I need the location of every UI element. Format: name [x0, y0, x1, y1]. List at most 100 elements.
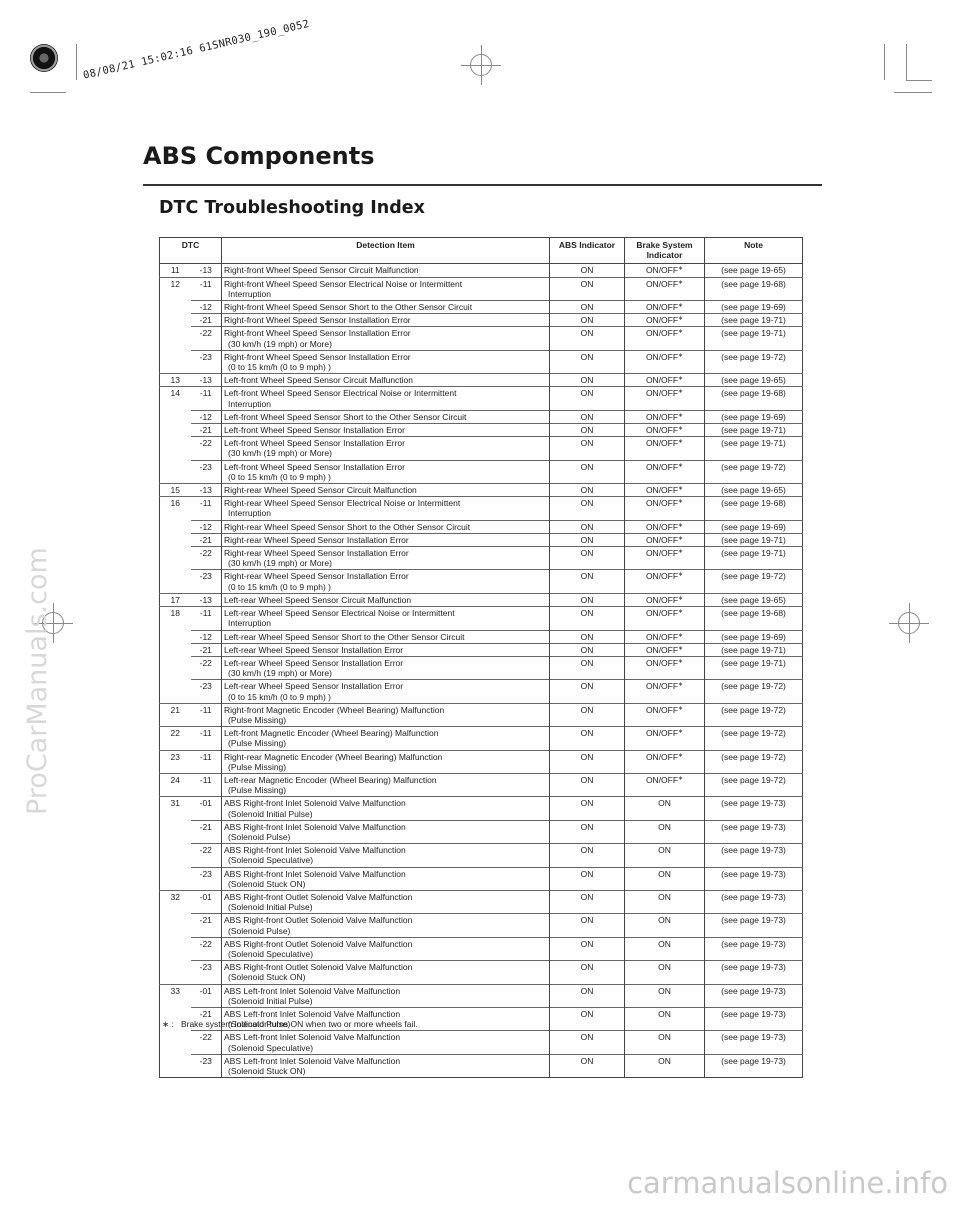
- abs-indicator: ON: [549, 532, 625, 547]
- brake-indicator: ON/OFF∗: [624, 459, 705, 484]
- note-reference: (see page 19-71): [704, 655, 803, 680]
- dtc-subcode: -21: [190, 423, 222, 437]
- brake-indicator: ON: [624, 936, 705, 961]
- abs-indicator: ON: [549, 373, 625, 387]
- dtc-subcode: -21: [190, 532, 222, 547]
- dtc-subcode: -22: [190, 436, 222, 461]
- note-reference: (see page 19-68): [704, 386, 803, 411]
- detection-item-line-2: (0 to 15 km/h (0 to 9 mph) ): [228, 691, 331, 702]
- brake-indicator: ON/OFF∗: [624, 483, 705, 497]
- dtc-code: [160, 547, 191, 570]
- detection-item-line: Right-front Wheel Speed Sensor Installat…: [224, 351, 411, 362]
- abs-indicator: ON: [549, 606, 625, 630]
- abs-indicator: ON: [549, 726, 625, 751]
- detection-item-line: Left-front Wheel Speed Sensor Installati…: [224, 461, 405, 472]
- brake-indicator: ON: [624, 1030, 705, 1055]
- asterisk-icon: ∗: [678, 486, 684, 493]
- detection-item-line-2: (Solenoid Speculative): [228, 948, 314, 959]
- detection-item: ABS Right-front Inlet Solenoid Valve Mal…: [221, 843, 550, 868]
- brake-indicator-value: ON: [658, 798, 671, 809]
- dtc-subcode: -12: [190, 300, 222, 314]
- brake-indicator: ON/OFF∗: [624, 373, 705, 387]
- asterisk-icon: ∗: [678, 329, 684, 336]
- table-row: -21 Left-rear Wheel Speed Sensor Installa…: [160, 642, 803, 657]
- brake-indicator: ON/OFF∗: [624, 655, 705, 680]
- table-row: -22 ABS Left-front Inlet Solenoid Valve M…: [160, 1030, 803, 1055]
- brake-indicator-value: ON/OFF: [645, 375, 679, 386]
- brake-indicator-value: ON: [658, 891, 671, 902]
- detection-item-line-2: (Solenoid Pulse): [228, 831, 291, 842]
- note-reference: (see page 19-68): [704, 276, 803, 301]
- detection-item-line: Left-front Wheel Speed Sensor Short to t…: [224, 411, 467, 422]
- table-row: -22 Right-rear Wheel Speed Sensor Install…: [160, 546, 803, 570]
- note-reference: (see page 19-69): [704, 409, 803, 424]
- detection-item: Left-rear Wheel Speed Sensor Circuit Mal…: [221, 592, 550, 607]
- brake-indicator-value: ON/OFF: [645, 521, 679, 532]
- table-row: -22 ABS Right-front Inlet Solenoid Valve …: [160, 843, 803, 868]
- brake-indicator-value: ON: [658, 938, 671, 949]
- abs-indicator: ON: [549, 592, 625, 607]
- abs-indicator: ON: [549, 409, 625, 424]
- table-row: -23 Right-rear Wheel Speed Sensor Install…: [160, 569, 803, 594]
- detection-item-line: Right-rear Magnetic Encoder (Wheel Beari…: [224, 751, 443, 762]
- detection-item: Right-front Magnetic Encoder (Wheel Bear…: [221, 702, 550, 727]
- dtc-subcode: -11: [190, 772, 222, 797]
- table-row: -12 Right-front Wheel Speed Sensor Short …: [160, 300, 803, 314]
- note-reference: (see page 19-71): [704, 313, 803, 327]
- brake-indicator-value: ON/OFF: [645, 388, 679, 399]
- dtc-code: [160, 437, 191, 460]
- abs-indicator: ON: [549, 843, 625, 868]
- dtc-subcode: -11: [190, 496, 222, 521]
- dtc-subcode: -13: [190, 483, 222, 497]
- detection-item-line: Left-rear Wheel Speed Sensor Short to th…: [224, 631, 465, 642]
- detection-item-line-2: (Solenoid Speculative): [228, 855, 314, 866]
- detection-item: Left-rear Wheel Speed Sensor Electrical …: [221, 606, 550, 630]
- brake-indicator: ON/OFF∗: [624, 772, 705, 797]
- abs-indicator: ON: [549, 569, 625, 594]
- asterisk-icon: ∗: [678, 729, 684, 736]
- dtc-code: [160, 410, 191, 423]
- brake-indicator: ON/OFF∗: [624, 569, 705, 594]
- detection-item: Right-front Wheel Speed Sensor Installat…: [221, 349, 550, 374]
- note-reference: (see page 19-65): [704, 592, 803, 607]
- detection-item-line: Left-rear Wheel Speed Sensor Electrical …: [224, 608, 455, 619]
- detection-item-line: Right-front Wheel Speed Sensor Short to …: [224, 302, 473, 313]
- detection-item-line-2: (Pulse Missing): [228, 761, 287, 772]
- note-reference: (see page 19-73): [704, 983, 803, 1008]
- note-reference: (see page 19-73): [704, 936, 803, 961]
- asterisk-icon: ∗: [678, 303, 684, 310]
- asterisk-icon: ∗: [678, 572, 684, 579]
- note-reference: (see page 19-69): [704, 519, 803, 534]
- detection-item-line-2: (Solenoid Initial Pulse): [228, 902, 313, 913]
- note-reference: (see page 19-73): [704, 866, 803, 891]
- dtc-code: 18: [159, 606, 191, 630]
- abs-indicator: ON: [549, 326, 625, 351]
- note-reference: (see page 19-72): [704, 679, 803, 704]
- brake-indicator: ON: [624, 866, 705, 891]
- brake-indicator-value: ON/OFF: [645, 328, 679, 339]
- detection-item-line-2: (0 to 15 km/h (0 to 9 mph) ): [228, 581, 331, 592]
- abs-indicator: ON: [549, 519, 625, 534]
- table-row: -21 ABS Right-front Outlet Solenoid Valve…: [160, 913, 803, 938]
- dtc-code: [160, 424, 191, 437]
- abs-indicator: ON: [549, 772, 625, 797]
- abs-indicator: ON: [549, 459, 625, 484]
- dtc-subcode: -21: [190, 819, 222, 844]
- brake-indicator-value: ON/OFF: [645, 657, 679, 668]
- detection-item-line-2: (Solenoid Speculative): [228, 1042, 314, 1053]
- asterisk-icon: ∗: [678, 609, 684, 616]
- dtc-code: [160, 643, 191, 656]
- abs-indicator: ON: [549, 936, 625, 961]
- brake-indicator: ON/OFF∗: [624, 313, 705, 327]
- brake-indicator-value: ON/OFF: [645, 425, 679, 436]
- table-row: -21 Right-rear Wheel Speed Sensor Install…: [160, 532, 803, 547]
- abs-indicator: ON: [549, 423, 625, 437]
- abs-indicator: ON: [549, 749, 625, 774]
- detection-item: Right-rear Wheel Speed Sensor Installati…: [221, 546, 550, 570]
- abs-indicator: ON: [549, 1006, 625, 1031]
- table-row: -21 ABS Right-front Inlet Solenoid Valve …: [160, 819, 803, 844]
- asterisk-icon: ∗: [678, 439, 684, 446]
- detection-item-line-2: (Solenoid Initial Pulse): [228, 808, 313, 819]
- brake-indicator: ON/OFF∗: [624, 532, 705, 547]
- brake-indicator-value: ON/OFF: [645, 594, 679, 605]
